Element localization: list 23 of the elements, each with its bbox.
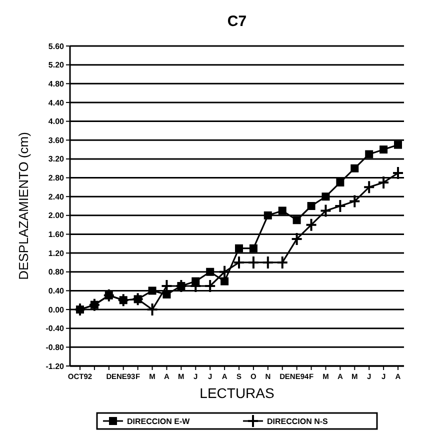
chart-title: C7 <box>227 13 247 30</box>
y-tick-label: 2.40 <box>48 192 65 202</box>
y-tick-label: -0.40 <box>46 324 65 334</box>
y-tick-label: 5.20 <box>48 60 65 70</box>
y-tick-label: 2.80 <box>48 174 65 183</box>
legend-label: DIRECCION N-S <box>267 416 329 426</box>
y-tick-label: 4.80 <box>48 79 65 88</box>
y-tick-label: 1.60 <box>48 230 65 240</box>
legend-label: DIRECCION E-W <box>127 416 190 426</box>
y-tick-label: 4.00 <box>48 117 65 126</box>
y-tick-label: 2.00 <box>48 211 65 220</box>
y-tick-label: 0.00 <box>48 305 65 314</box>
y-tick-label: 0.80 <box>48 268 65 277</box>
y-tick-label: 3.60 <box>48 136 65 145</box>
y-axis-title: DESPLAZAMIENTO (cm) <box>16 132 31 280</box>
y-tick-label: 4.40 <box>48 98 65 108</box>
y-tick-label: 3.20 <box>48 154 65 164</box>
y-tick-label: 1.20 <box>48 248 65 258</box>
y-tick-label: -0.80 <box>46 342 65 352</box>
y-tick-label: 5.60 <box>48 42 65 51</box>
x-axis-title: LECTURAS <box>200 385 274 401</box>
y-tick-label: 0.40 <box>48 286 65 296</box>
y-tick-label: -1.20 <box>46 362 65 371</box>
